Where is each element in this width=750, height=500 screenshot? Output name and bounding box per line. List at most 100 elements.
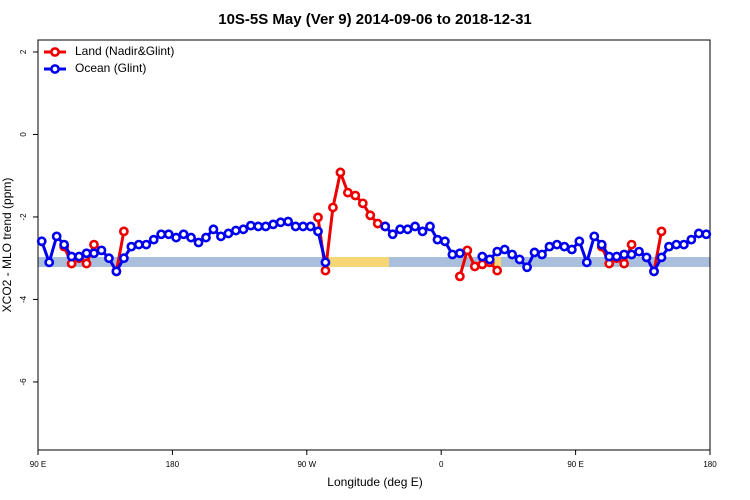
data-point [626, 239, 637, 250]
data-point [118, 226, 129, 237]
data-point [216, 231, 226, 242]
data-point [335, 167, 346, 178]
data-point [656, 226, 667, 237]
data-point [469, 261, 480, 272]
data-point [253, 221, 264, 232]
data-point [201, 232, 211, 243]
data-point [507, 249, 518, 260]
data-point [656, 252, 667, 263]
data-point [514, 254, 525, 265]
data-point [223, 228, 234, 239]
data-point [477, 259, 488, 270]
data-point [260, 221, 271, 232]
data-point [432, 234, 443, 245]
data-point [566, 244, 577, 255]
data-point [492, 265, 503, 276]
data-point [163, 229, 174, 240]
data-point [686, 234, 697, 245]
data-point [477, 251, 488, 262]
data-point [141, 239, 152, 250]
data-point [365, 210, 376, 221]
data-point [357, 198, 368, 209]
legend-marker [50, 47, 60, 57]
data-point [380, 221, 391, 232]
x-axis-label: Longitude (deg E) [327, 475, 422, 489]
legend-marker [50, 64, 60, 74]
legend-label: Ocean (Glint) [75, 61, 146, 75]
data-point [544, 241, 555, 252]
data-point [44, 257, 55, 268]
data-point [484, 254, 495, 265]
data-point [634, 246, 644, 257]
x-tick-label: 90 E [567, 460, 583, 469]
data-point [208, 224, 219, 235]
data-point [693, 228, 704, 239]
data-point [66, 251, 77, 262]
x-tick-label: 90 E [30, 460, 46, 469]
plot-frame [37, 39, 711, 451]
data-point [81, 258, 92, 269]
data-point [156, 229, 167, 240]
data-point [238, 224, 249, 235]
data-point [529, 247, 540, 258]
y-tick-label: 2 [19, 49, 28, 54]
data-point [417, 226, 428, 237]
data-point [81, 248, 92, 259]
x-tick-label: 0 [439, 460, 444, 469]
data-point [581, 257, 592, 268]
data-point [425, 221, 435, 232]
x-tick-label: 180 [166, 460, 180, 469]
data-point [133, 239, 144, 250]
data-point [96, 245, 107, 256]
data-point [604, 251, 615, 262]
data-point [447, 249, 458, 260]
legend-label: Land (Nadir&Glint) [75, 44, 174, 58]
y-tick-label: 0 [19, 132, 28, 137]
data-point [552, 239, 562, 250]
data-point [492, 246, 503, 257]
data-point [126, 241, 137, 252]
data-point [245, 220, 256, 231]
data-point [611, 251, 622, 262]
data-point [522, 262, 532, 273]
data-point [51, 231, 62, 242]
data-point [402, 224, 413, 235]
data-point [499, 244, 510, 255]
data-point [313, 212, 323, 223]
data-point [290, 221, 301, 232]
surface-band [38, 257, 710, 267]
data-point [342, 187, 353, 198]
data-point [59, 239, 70, 250]
data-point [89, 239, 99, 250]
data-point [111, 266, 122, 277]
x-tick-label: 90 W [297, 460, 316, 469]
data-point [462, 245, 473, 256]
data-point [574, 236, 585, 247]
chart-title: 10S-5S May (Ver 9) 2014-09-06 to 2018-12… [218, 11, 532, 28]
data-point [387, 229, 398, 240]
data-point [350, 190, 361, 201]
data-point [537, 249, 547, 260]
data-point [372, 218, 383, 229]
data-point [701, 229, 712, 240]
data-point [678, 239, 689, 250]
data-point [104, 253, 114, 264]
y-tick-label: -6 [19, 378, 28, 386]
data-point [193, 237, 204, 248]
data-point [589, 231, 600, 242]
y-axis-label: XCO2 - MLO trend (ppm) [0, 178, 14, 313]
data-point [559, 241, 570, 252]
land-band [328, 257, 389, 267]
data-point [171, 232, 182, 243]
data-point [148, 234, 159, 245]
y-tick-label: -2 [19, 213, 28, 221]
data-point [619, 258, 630, 269]
data-point [283, 216, 294, 227]
data-point [649, 266, 659, 277]
data-point [74, 251, 84, 262]
data-point [178, 229, 189, 240]
data-point [641, 252, 652, 263]
data-point [298, 221, 308, 232]
data-point [328, 202, 338, 213]
data-point [395, 224, 406, 235]
